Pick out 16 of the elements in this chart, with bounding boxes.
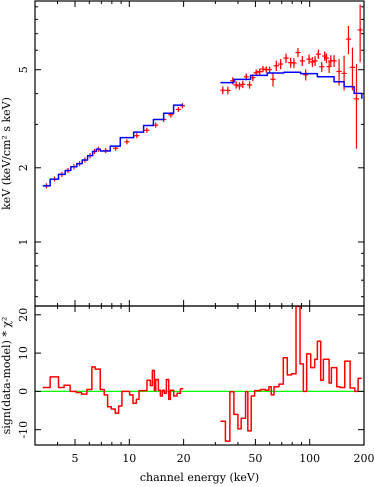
y-axis-title: keV (keV/cm² s keV) bbox=[0, 97, 13, 210]
y-tick-label: -10 bbox=[17, 420, 30, 439]
y-tick-label: 5 bbox=[17, 66, 30, 74]
y-tick-label: 2 bbox=[17, 164, 30, 172]
x-tick-label: 20 bbox=[176, 452, 191, 465]
x-tick-label: 5 bbox=[72, 452, 79, 465]
x-tick-label: 200 bbox=[354, 452, 374, 465]
x-tick-label: 100 bbox=[299, 452, 320, 465]
y-tick-label: 20 bbox=[17, 308, 30, 322]
x-axis-title: channel energy (keV) bbox=[140, 471, 260, 484]
y-axis-title: sign(data-model) * χ² bbox=[0, 316, 13, 434]
y-tick-label: 1 bbox=[17, 238, 30, 246]
x-tick-label: 50 bbox=[248, 452, 262, 465]
y-tick-label: 0 bbox=[17, 388, 30, 395]
x-tick-label: 10 bbox=[122, 452, 136, 465]
y-tick-label: 10 bbox=[17, 346, 30, 360]
